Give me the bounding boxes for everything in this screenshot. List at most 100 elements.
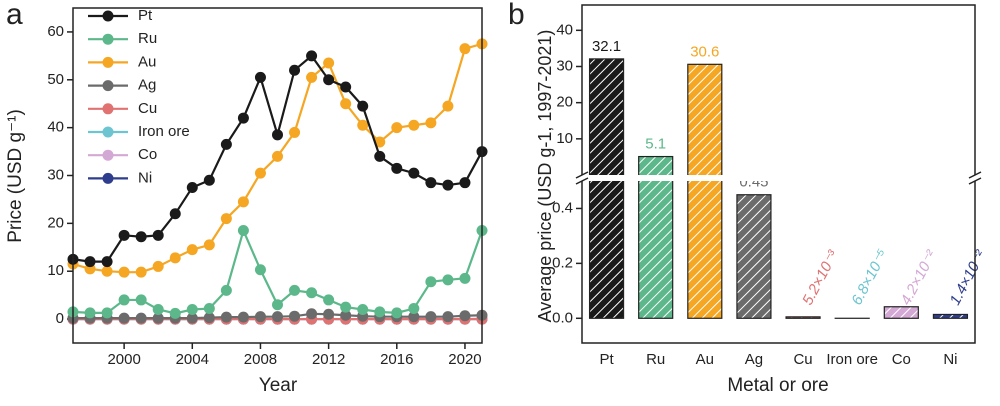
marker xyxy=(119,267,130,278)
marker xyxy=(425,117,436,128)
marker xyxy=(119,313,130,324)
x-tick-label: Au xyxy=(696,351,714,368)
legend-marker xyxy=(103,57,114,68)
marker xyxy=(459,177,470,188)
y-tick-label: 30 xyxy=(47,166,64,183)
marker xyxy=(136,313,147,324)
marker xyxy=(272,151,283,162)
marker xyxy=(238,113,249,124)
marker xyxy=(272,129,283,140)
marker xyxy=(306,50,317,61)
marker xyxy=(153,261,164,272)
x-axis-label: Metal or ore xyxy=(727,375,828,396)
marker xyxy=(272,299,283,310)
legend-marker xyxy=(103,150,114,161)
legend-label: Ni xyxy=(138,169,152,186)
marker xyxy=(102,256,113,267)
marker xyxy=(459,273,470,284)
legend-label: Ag xyxy=(138,77,156,94)
x-tick-label: Cu xyxy=(793,351,812,368)
marker xyxy=(238,312,249,323)
legend-label: Au xyxy=(138,53,156,70)
legend-label: Co xyxy=(138,146,157,163)
bar xyxy=(786,317,820,318)
y-tick-label: 40 xyxy=(556,21,573,38)
x-tick-label: Ag xyxy=(745,351,763,368)
legend-marker xyxy=(103,127,114,138)
x-tick-label: 2012 xyxy=(312,351,345,368)
legend-label: Iron ore xyxy=(138,123,190,140)
marker xyxy=(187,182,198,193)
marker xyxy=(323,309,334,320)
marker xyxy=(357,101,368,112)
marker xyxy=(391,307,402,318)
marker xyxy=(136,267,147,278)
legend-label: Pt xyxy=(138,7,153,24)
x-tick-label: Pt xyxy=(599,351,614,368)
marker xyxy=(153,230,164,241)
marker xyxy=(306,72,317,83)
marker xyxy=(357,304,368,315)
x-tick-label: Ru xyxy=(646,351,665,368)
bar xyxy=(688,64,722,318)
marker xyxy=(187,304,198,315)
marker xyxy=(340,302,351,313)
marker xyxy=(408,303,419,314)
plot-frame xyxy=(73,8,482,343)
legend-marker xyxy=(103,173,114,184)
value-label: 5.1 xyxy=(645,136,666,153)
y-tick-label: 0 xyxy=(56,310,64,327)
x-tick-label: 2004 xyxy=(176,351,209,368)
marker xyxy=(255,311,266,322)
marker xyxy=(170,252,181,263)
legend-label: Ru xyxy=(138,30,157,47)
x-tick-label: 2020 xyxy=(448,351,481,368)
marker xyxy=(289,127,300,138)
marker xyxy=(425,177,436,188)
marker xyxy=(459,43,470,54)
marker xyxy=(391,122,402,133)
marker xyxy=(306,287,317,298)
marker xyxy=(408,120,419,131)
marker xyxy=(102,307,113,318)
marker xyxy=(289,311,300,322)
marker xyxy=(204,303,215,314)
x-tick-label: 2000 xyxy=(107,351,140,368)
marker xyxy=(408,168,419,179)
marker xyxy=(221,139,232,150)
y-tick-label: 0.0 xyxy=(552,309,573,326)
panel-label: a xyxy=(6,0,23,31)
marker xyxy=(340,98,351,109)
marker xyxy=(459,310,470,321)
y-tick-label: 10 xyxy=(47,262,64,279)
marker xyxy=(272,311,283,322)
x-tick-label: 2008 xyxy=(244,351,277,368)
marker xyxy=(374,306,385,317)
marker xyxy=(323,58,334,69)
y-tick-label: 40 xyxy=(47,119,64,136)
y-axis-label: Price (USD g⁻¹) xyxy=(5,109,26,243)
marker xyxy=(238,196,249,207)
legend-marker xyxy=(103,11,114,22)
marker xyxy=(255,168,266,179)
bar xyxy=(590,59,624,318)
marker xyxy=(255,264,266,275)
marker xyxy=(221,312,232,323)
legend-marker xyxy=(103,80,114,91)
marker xyxy=(136,231,147,242)
panel-label: b xyxy=(508,0,525,31)
marker xyxy=(425,276,436,287)
marker xyxy=(289,65,300,76)
marker xyxy=(323,74,334,85)
marker xyxy=(357,120,368,131)
bar xyxy=(737,195,771,319)
marker xyxy=(238,225,249,236)
marker xyxy=(391,163,402,174)
y-tick-label: 60 xyxy=(47,23,64,40)
y-tick-label: 10 xyxy=(556,130,573,147)
bar xyxy=(933,314,967,318)
bar xyxy=(884,307,918,319)
marker xyxy=(204,239,215,250)
marker xyxy=(323,294,334,305)
marker xyxy=(153,304,164,315)
